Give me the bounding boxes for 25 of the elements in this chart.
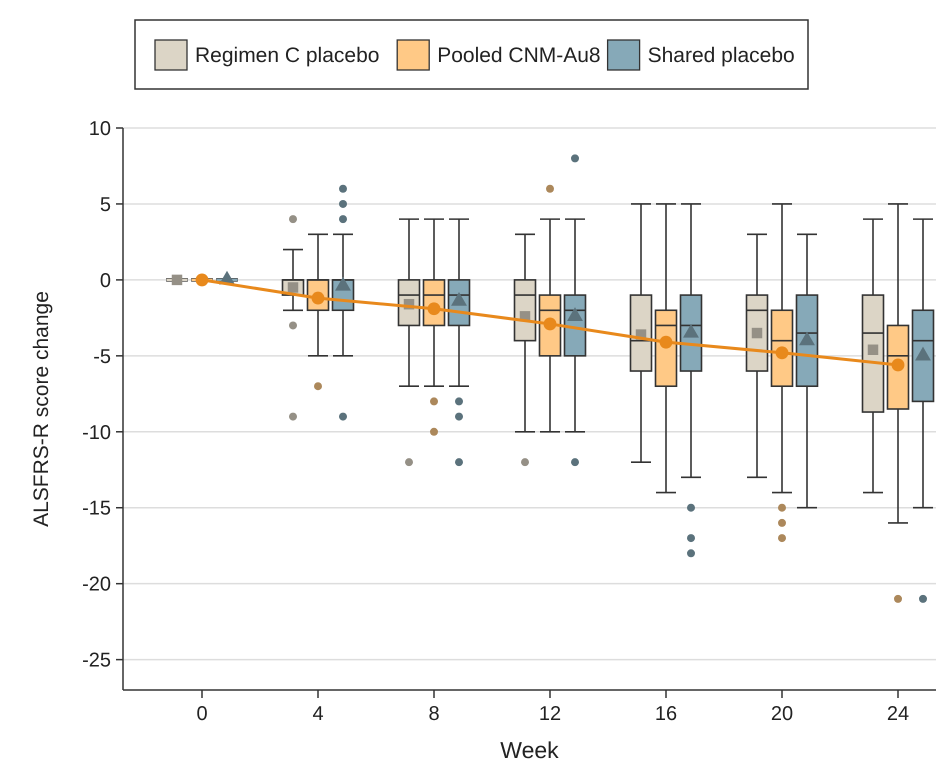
y-tick-label: 5 [100,194,111,216]
y-axis-title: ALSFRS-R score change [30,291,53,527]
point [660,336,672,349]
x-tick-label: 24 [886,703,910,725]
x-tick-label: 4 [312,703,324,725]
x-tick-label: 0 [196,703,208,725]
legend-label: Pooled CNM-Au8 [437,44,601,67]
y-tick-label: 0 [100,270,111,292]
y-tick-label: -20 [82,574,111,596]
y-tick-label: -5 [93,346,111,368]
x-tick-label: 16 [654,703,678,725]
x-tick-label: 20 [770,703,794,725]
point [196,273,208,286]
point [776,346,788,360]
y-tick-label: -10 [82,422,111,444]
x-tick-label: 8 [428,703,440,725]
legend-label: Regimen C placebo [195,44,380,67]
point [892,358,904,372]
point [544,318,556,330]
y-tick-label: -15 [82,498,111,520]
x-axis-title: Week [500,737,560,763]
x-tick-label: 12 [538,703,562,725]
y-tick-label: -25 [82,650,111,672]
legend-label: Shared placebo [648,44,795,67]
y-tick-label: 10 [88,118,111,140]
